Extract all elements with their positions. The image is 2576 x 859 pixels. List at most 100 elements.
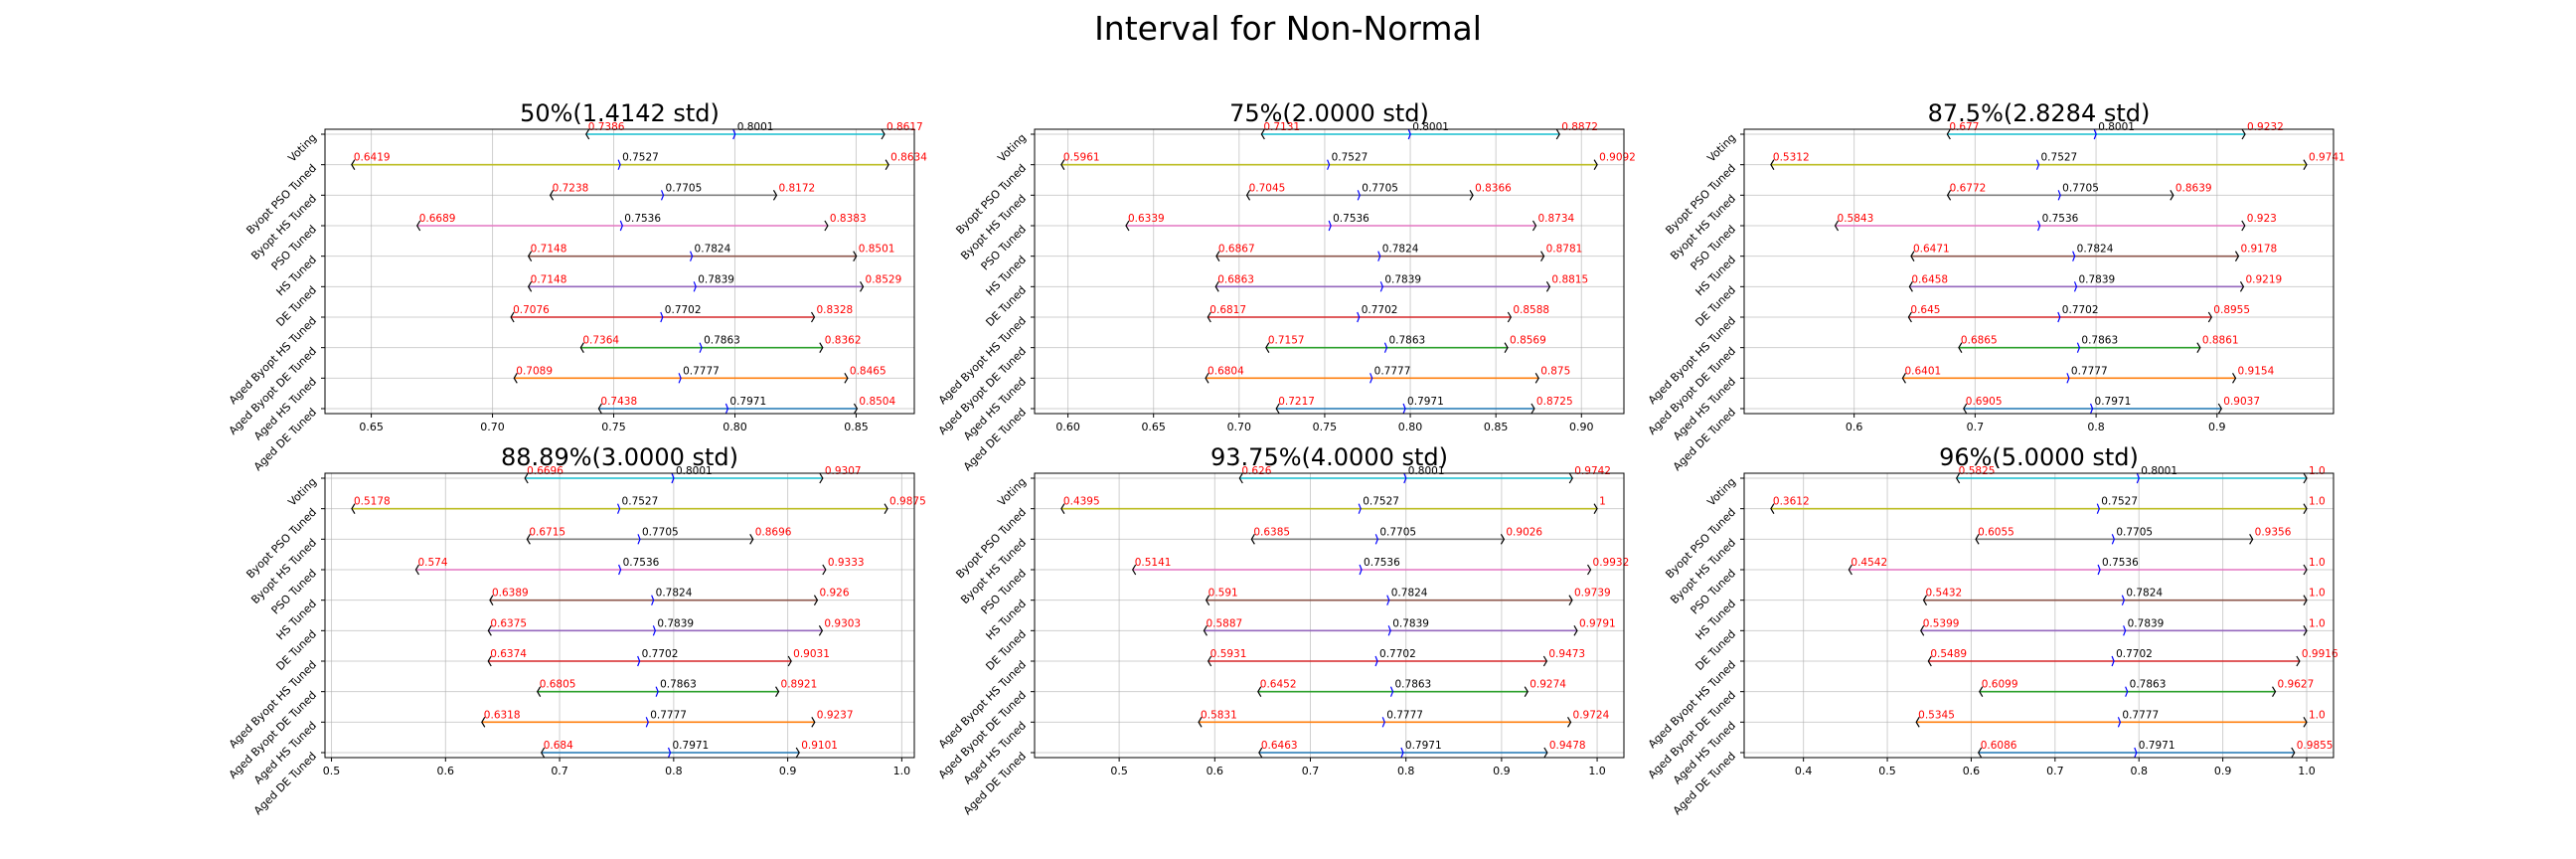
upper-bound-label: 0.9274 — [1530, 679, 1566, 691]
upper-bound-label: 0.8501 — [859, 244, 895, 256]
lower-bound-marker — [1955, 472, 1961, 484]
mean-label: 0.7824 — [2126, 588, 2163, 600]
mean-label: 0.7705 — [1362, 182, 1398, 194]
upper-bound-label: 0.8861 — [2202, 335, 2239, 347]
mean-label: 0.7863 — [2081, 335, 2118, 347]
upper-bound-label: 1 — [1599, 496, 1606, 508]
upper-bound-marker — [885, 159, 889, 170]
x-tick-label: 1.0 — [893, 765, 911, 777]
mean-marker — [1328, 220, 1332, 232]
mean-label: 0.7839 — [698, 273, 734, 285]
mean-label: 0.7702 — [2062, 304, 2099, 316]
mean-label: 0.7824 — [656, 588, 693, 600]
mean-marker — [2037, 220, 2041, 232]
upper-bound-label: 0.8872 — [1561, 121, 1598, 133]
lower-bound-marker — [1060, 503, 1065, 514]
lower-bound-marker — [1907, 311, 1912, 323]
mean-label: 0.7971 — [729, 396, 766, 408]
interval-row: 0.5141 0.7536 0.9932 — [1131, 557, 1630, 576]
x-tick-label: 0.75 — [601, 421, 626, 433]
lower-bound-marker — [351, 159, 356, 170]
upper-bound-label: 0.8734 — [1537, 213, 1574, 225]
mean-marker — [1374, 655, 1378, 667]
x-tick-label: 0.60 — [1055, 421, 1080, 433]
upper-bound-marker — [1504, 342, 1509, 353]
interval-row: 0.6863 0.7839 0.8815 — [1214, 273, 1588, 292]
lower-bound-label: 0.7045 — [1249, 182, 1286, 194]
lower-bound-label: 0.5345 — [1918, 709, 1955, 721]
interval-row: 0.6696 0.8001 0.9307 — [524, 465, 862, 484]
upper-bound-marker — [2303, 595, 2308, 605]
x-axis: 0.5 0.6 0.7 0.8 0.9 1.0 — [1110, 758, 1606, 777]
lower-bound-label: 0.6865 — [1961, 335, 1998, 347]
upper-bound-label: 1.0 — [2309, 557, 2326, 569]
upper-bound-label: 0.9037 — [2223, 396, 2260, 408]
interval-row: 0.7131 0.8001 0.8872 — [1260, 121, 1598, 140]
upper-bound-marker — [2207, 311, 2213, 323]
upper-bound-label: 0.8725 — [1536, 396, 1573, 408]
upper-bound-marker — [2291, 747, 2296, 759]
mean-label: 0.7777 — [1374, 365, 1411, 377]
lower-bound-label: 0.5312 — [1773, 152, 1810, 164]
interval-row: 0.4395 0.7527 1 — [1060, 496, 1606, 514]
mean-label: 0.8001 — [676, 465, 713, 477]
lower-bound-marker — [1946, 128, 1951, 140]
x-tick-label: 0.75 — [1313, 421, 1338, 433]
lower-bound-label: 0.6452 — [1260, 679, 1297, 691]
upper-bound-marker — [813, 595, 819, 605]
mean-label: 0.7536 — [623, 557, 660, 569]
lower-bound-marker — [510, 311, 515, 323]
x-tick-label: 1.0 — [2298, 765, 2316, 777]
mean-marker — [2111, 534, 2115, 545]
upper-bound-label: 0.9875 — [889, 496, 926, 508]
lower-bound-label: 0.645 — [1910, 304, 1940, 316]
lower-bound-label: 0.7148 — [531, 244, 567, 256]
interval-row: 0.6086 0.7971 0.9855 — [1978, 740, 2334, 759]
mean-label: 0.7777 — [2071, 365, 2108, 377]
lower-bound-label: 0.5843 — [1838, 213, 1874, 225]
interval-row: 0.7157 0.7863 0.8569 — [1265, 335, 1546, 353]
upper-bound-label: 0.9932 — [1593, 557, 1630, 569]
mean-marker — [645, 717, 649, 728]
lower-bound-label: 0.4395 — [1063, 496, 1100, 508]
lower-bound-marker — [1275, 403, 1280, 415]
mean-marker — [2072, 251, 2076, 261]
lower-bound-label: 0.5825 — [1959, 465, 1996, 477]
upper-bound-marker — [1593, 503, 1598, 514]
upper-bound-marker — [775, 686, 780, 697]
x-tick-label: 0.9 — [2214, 765, 2232, 777]
interval-row: 0.5887 0.7839 0.9791 — [1203, 617, 1616, 636]
lower-bound-marker — [527, 281, 533, 292]
lower-bound-label: 0.6374 — [490, 648, 527, 660]
interval-row: 0.5843 0.7536 0.923 — [1834, 213, 2277, 232]
mean-label: 0.7863 — [704, 335, 740, 347]
upper-bound-marker — [824, 220, 829, 232]
lower-bound-marker — [1207, 655, 1212, 667]
upper-bound-marker — [2241, 128, 2246, 140]
upper-bound-label: 1.0 — [2309, 496, 2326, 508]
upper-bound-label: 1.0 — [2309, 465, 2326, 477]
mean-label: 0.8001 — [1408, 465, 1445, 477]
interval-row: 0.6805 0.7863 0.8921 — [536, 679, 817, 697]
mean-marker — [1357, 311, 1361, 323]
upper-bound-marker — [818, 625, 824, 636]
upper-bound-marker — [819, 472, 824, 484]
lower-bound-label: 0.6863 — [1217, 273, 1254, 285]
lower-bound-label: 0.6375 — [490, 617, 527, 629]
upper-bound-marker — [787, 655, 792, 667]
interval-row: 0.5345 0.7777 1.0 — [1915, 709, 2326, 728]
upper-bound-marker — [1500, 534, 1506, 545]
axes-frame — [1743, 472, 2334, 759]
mean-marker — [2073, 281, 2078, 292]
axes-frame — [1034, 472, 1625, 759]
upper-bound-marker — [884, 503, 888, 514]
upper-bound-label: 0.8634 — [890, 152, 927, 164]
mean-label: 0.7536 — [2042, 213, 2079, 225]
x-tick-label: 0.6 — [1846, 421, 1863, 433]
lower-bound-label: 0.6867 — [1218, 244, 1255, 256]
mean-label: 0.7839 — [1392, 617, 1429, 629]
mean-marker — [1374, 534, 1378, 545]
lower-bound-label: 0.7157 — [1268, 335, 1305, 347]
mean-label: 0.7527 — [622, 496, 659, 508]
lower-bound-label: 0.7386 — [588, 121, 625, 133]
